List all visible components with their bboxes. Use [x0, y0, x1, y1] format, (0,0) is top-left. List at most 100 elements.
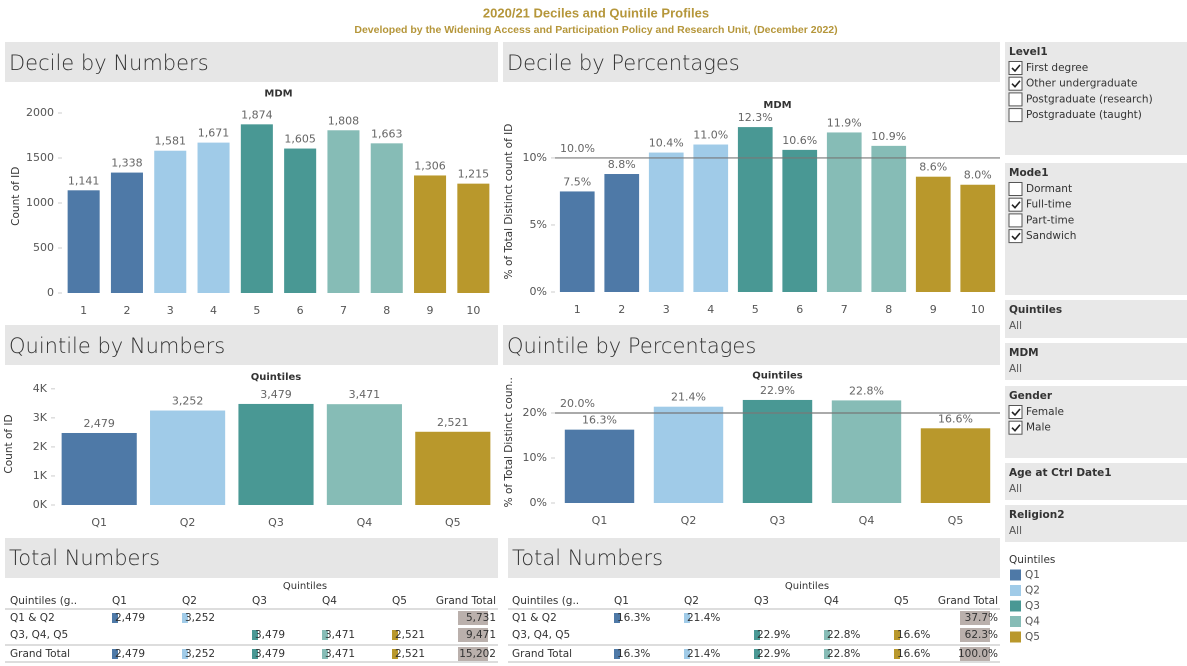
cell-bar	[960, 628, 990, 642]
option-label[interactable]: Male	[1026, 422, 1051, 434]
option-label[interactable]: Dormant	[1026, 183, 1072, 195]
option-label[interactable]: First degree	[1026, 62, 1088, 74]
cell-value: 21.4%	[687, 612, 720, 624]
bar	[871, 145, 907, 292]
column-header: Quintiles (g..	[10, 595, 77, 607]
cell-value: 2,521	[395, 629, 425, 641]
cell-bar	[392, 630, 398, 640]
cell-value: 22.9%	[757, 648, 790, 660]
filter-panel	[1005, 463, 1187, 500]
cell-bar	[754, 649, 760, 659]
x-tick-label: Q2	[180, 516, 196, 529]
value-label: 22.9%	[760, 384, 795, 397]
value-label: 11.9%	[827, 116, 862, 129]
value-label: 8.0%	[964, 169, 992, 182]
panel-title: Quintile by Numbers	[9, 334, 225, 358]
x-tick-label: 2	[123, 304, 130, 317]
column-header: Q1	[112, 595, 127, 607]
y-tick-label: 4K	[33, 382, 48, 395]
checkbox[interactable]	[1008, 92, 1023, 107]
column-header: Grand Total	[436, 595, 496, 607]
column-header: Q2	[684, 595, 699, 607]
x-tick-label: 4	[210, 304, 217, 317]
row-label: Grand Total	[512, 648, 572, 660]
checkbox[interactable]	[1008, 182, 1023, 196]
option-label[interactable]: Female	[1026, 406, 1064, 418]
legend-label: Q1	[1025, 569, 1040, 581]
value-label: 7.5%	[563, 175, 591, 188]
checkbox[interactable]	[1008, 420, 1023, 435]
cell-value: 62.3%	[965, 629, 998, 641]
panel-title: Total Numbers	[512, 546, 663, 570]
filter-title: Mode1	[1009, 167, 1049, 179]
value-label: 1,581	[155, 135, 187, 148]
column-header: Q5	[894, 595, 909, 607]
cell-value: 3,471	[325, 648, 355, 660]
option-label[interactable]: Sandwich	[1026, 230, 1076, 242]
x-tick-label: Q5	[445, 516, 461, 529]
option-label[interactable]: Part-time	[1026, 214, 1074, 226]
axis-subtitle: Quintiles	[752, 371, 803, 382]
x-tick-label: 9	[427, 304, 434, 317]
check-mark	[1011, 201, 1021, 209]
y-tick-label: 3K	[33, 411, 48, 424]
filter-panel	[1005, 505, 1187, 542]
table-group-label: Quintiles	[283, 581, 327, 592]
x-tick-label: 5	[253, 304, 260, 317]
checkbox[interactable]	[1008, 76, 1023, 91]
cell-bar	[458, 647, 488, 661]
legend-label: Q4	[1025, 616, 1040, 628]
filter-title: Level1	[1009, 46, 1048, 58]
bar	[564, 429, 635, 503]
cell-value: 37.7%	[965, 612, 998, 624]
x-tick-label: Q3	[770, 514, 786, 527]
panel-title: Total Numbers	[9, 546, 160, 570]
x-tick-label: 8	[383, 304, 390, 317]
x-tick-label: 1	[574, 303, 581, 316]
cell-bar	[182, 649, 188, 659]
legend-swatch	[1010, 631, 1021, 643]
y-axis-label: % of Total Distinct count of ID	[503, 124, 515, 280]
filter-title: MDM	[1009, 347, 1039, 359]
cell-bar	[894, 649, 900, 659]
value-label: 10.6%	[782, 134, 817, 147]
cell-value: 16.3%	[617, 648, 650, 660]
option-label[interactable]: Postgraduate (taught)	[1026, 109, 1142, 121]
value-label: 12.3%	[738, 111, 773, 124]
x-tick-label: 6	[297, 304, 304, 317]
legend-label: Q3	[1025, 600, 1040, 612]
row-label: Q3, Q4, Q5	[10, 629, 68, 641]
legend-swatch	[1010, 600, 1021, 612]
checkbox[interactable]	[1008, 108, 1023, 123]
checkbox[interactable]	[1008, 405, 1023, 419]
column-header: Q4	[322, 595, 337, 607]
option-label[interactable]: Full-time	[1026, 199, 1071, 211]
x-tick-label: 1	[80, 304, 87, 317]
checkbox[interactable]	[1008, 197, 1023, 212]
cell-bar	[252, 649, 258, 659]
checkbox[interactable]	[1008, 213, 1023, 228]
filter-panel	[1005, 300, 1187, 338]
y-axis-label: Count of ID	[10, 167, 22, 226]
panel-title: Decile by Percentages	[507, 51, 740, 75]
checkbox[interactable]	[1008, 61, 1023, 75]
cell-value: 100.0%	[958, 648, 998, 660]
option-label[interactable]: Postgraduate (research)	[1026, 93, 1153, 105]
value-label: 2,521	[437, 416, 469, 429]
option-label[interactable]: Other undergraduate	[1026, 78, 1137, 90]
cell-bar	[458, 611, 488, 625]
checkbox[interactable]	[1008, 229, 1023, 244]
row-label: Q3, Q4, Q5	[512, 629, 570, 641]
cell-value: 2,521	[395, 648, 425, 660]
value-label: 1,306	[414, 159, 446, 172]
bar	[960, 184, 996, 292]
x-tick-label: 8	[885, 303, 892, 316]
cell-value: 3,252	[185, 612, 215, 624]
cell-bar	[960, 611, 990, 625]
bar	[67, 190, 100, 293]
bar	[920, 428, 991, 503]
y-axis-label: % of Total Distinct coun..	[503, 377, 515, 507]
legend-label: Q5	[1025, 631, 1040, 643]
legend-title: Quintiles	[1009, 554, 1055, 566]
